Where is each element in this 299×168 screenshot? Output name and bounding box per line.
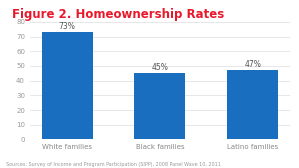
Text: Sources: Survey of Income and Program Participation (SIPP), 2008 Panel Wave 10, : Sources: Survey of Income and Program Pa… (6, 162, 221, 167)
Text: Figure 2. Homeownership Rates: Figure 2. Homeownership Rates (12, 8, 224, 21)
Text: 47%: 47% (244, 60, 261, 69)
Text: 45%: 45% (152, 63, 168, 72)
Bar (42, 32, 93, 139)
Bar (227, 70, 278, 139)
Text: 73%: 73% (59, 22, 76, 31)
Bar (135, 73, 185, 139)
